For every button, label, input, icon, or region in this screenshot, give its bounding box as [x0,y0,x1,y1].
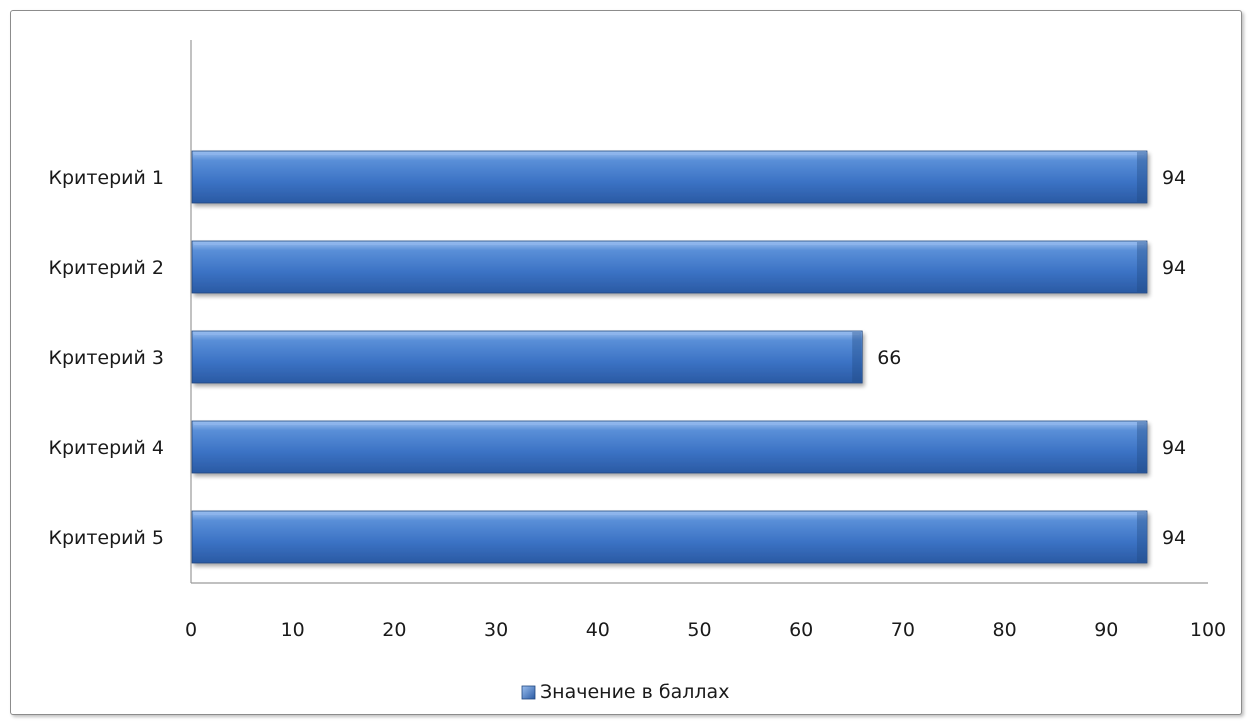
x-tick-label-70: 70 [891,619,915,641]
bar-2 [191,240,1148,294]
data-label-1: 94 [1162,167,1186,189]
bar-3-end-cap [852,332,862,382]
x-tick-label-30: 30 [484,619,508,641]
x-tick-label-60: 60 [789,619,813,641]
category-label-3: Критерий 3 [48,347,164,369]
data-label-2: 94 [1162,257,1186,279]
x-tick-label-100: 100 [1190,619,1226,641]
legend: Значение в баллах [521,681,729,703]
bar-5-end-cap [1136,512,1146,562]
category-label-5: Критерий 5 [48,527,164,549]
x-tick-label-20: 20 [382,619,406,641]
legend-label: Значение в баллах [540,681,729,703]
category-label-1: Критерий 1 [48,167,164,189]
data-label-4: 94 [1162,437,1186,459]
legend-swatch [521,685,536,700]
bar-4 [191,420,1148,474]
bar-4-end-cap [1136,422,1146,472]
bar-1 [191,150,1148,204]
bars-layer [191,150,1148,564]
category-label-4: Критерий 4 [48,437,164,459]
x-tick-label-50: 50 [687,619,711,641]
bar-1-end-cap [1136,152,1146,202]
bar-3 [191,330,863,384]
category-label-2: Критерий 2 [48,257,164,279]
data-label-5: 94 [1162,527,1186,549]
bar-5 [191,510,1148,564]
data-label-3: 66 [877,347,901,369]
x-tick-label-0: 0 [185,619,197,641]
x-tick-label-10: 10 [281,619,305,641]
labels-layer: Критерий 1 94 Критерий 2 94 Критерий 3 66 Крит… [48,167,1226,641]
x-tick-label-80: 80 [993,619,1017,641]
bar-2-end-cap [1136,242,1146,292]
x-tick-label-40: 40 [586,619,610,641]
x-tick-label-90: 90 [1094,619,1118,641]
